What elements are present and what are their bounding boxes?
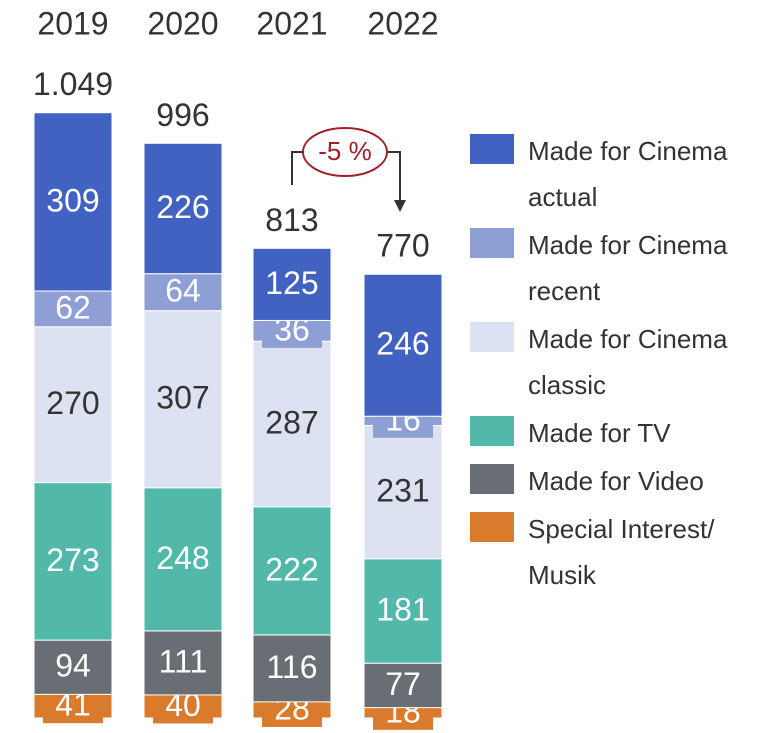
legend-item: Made for Cinema recent bbox=[470, 222, 770, 314]
value-label: 226 bbox=[156, 189, 209, 225]
legend-swatch bbox=[470, 228, 514, 258]
year-label: 2021 bbox=[256, 5, 327, 41]
value-label: 181 bbox=[376, 591, 429, 627]
value-label: 111 bbox=[159, 643, 208, 679]
value-label: 222 bbox=[265, 551, 318, 587]
value-label: 287 bbox=[265, 404, 318, 440]
legend-swatch bbox=[470, 134, 514, 164]
value-label: 94 bbox=[55, 648, 91, 684]
bar-segment bbox=[33, 112, 113, 292]
bar-segment bbox=[363, 662, 443, 709]
bar-segment bbox=[33, 639, 113, 695]
legend-item: Made for Video bbox=[470, 458, 770, 504]
year-label: 2019 bbox=[37, 5, 108, 41]
value-label: 248 bbox=[156, 540, 209, 576]
bar-segment bbox=[33, 482, 113, 641]
bar-segment bbox=[143, 310, 223, 489]
bar-segment bbox=[252, 506, 332, 636]
legend-swatch bbox=[470, 464, 514, 494]
total-label: 813 bbox=[265, 202, 318, 238]
label-box bbox=[43, 291, 103, 326]
annotation: -5 % bbox=[318, 136, 371, 166]
legend-item: Made for Cinema actual bbox=[470, 128, 770, 220]
value-label: 307 bbox=[156, 380, 209, 416]
value-label: 309 bbox=[46, 182, 99, 218]
value-label: 64 bbox=[165, 273, 201, 309]
bar-segment bbox=[33, 326, 113, 484]
bar-segment bbox=[363, 424, 443, 560]
total-label: 996 bbox=[156, 97, 209, 133]
bar-segment bbox=[143, 487, 223, 632]
legend-label: Made for Cinema classic bbox=[528, 324, 728, 400]
legend-item: Made for TV bbox=[470, 410, 770, 456]
value-label: 270 bbox=[46, 385, 99, 421]
legend-label: Special Interest/ Musik bbox=[528, 514, 715, 590]
bar-segment bbox=[252, 634, 332, 703]
value-label: 273 bbox=[46, 542, 99, 578]
legend-label: Made for Video bbox=[528, 466, 704, 496]
value-label: 246 bbox=[376, 326, 429, 362]
bar-segment bbox=[143, 142, 223, 275]
total-label: 770 bbox=[376, 228, 429, 264]
year-label: 2020 bbox=[147, 5, 218, 41]
legend: Made for Cinema actual Made for Cinema re… bbox=[470, 128, 770, 600]
bar-segment bbox=[252, 340, 332, 508]
change-arrow bbox=[291, 151, 401, 205]
total-label: 1.049 bbox=[33, 66, 113, 102]
value-label: 125 bbox=[265, 265, 318, 301]
legend-item: Made for Cinema classic bbox=[470, 316, 770, 408]
value-label: 116 bbox=[266, 649, 317, 685]
legend-swatch bbox=[470, 322, 514, 352]
bar-segment bbox=[252, 247, 332, 321]
value-label: 62 bbox=[55, 289, 91, 325]
bar-segment bbox=[363, 273, 443, 417]
legend-item: Special Interest/ Musik bbox=[470, 506, 770, 598]
annotation-ellipse bbox=[302, 127, 388, 177]
legend-label: Made for Cinema recent bbox=[528, 230, 728, 306]
bar-segment bbox=[143, 630, 223, 696]
arrow-head bbox=[394, 200, 406, 212]
bar-segment bbox=[363, 558, 443, 664]
year-label: 2022 bbox=[367, 5, 438, 41]
legend-swatch bbox=[470, 512, 514, 542]
value-label: 231 bbox=[376, 473, 429, 509]
value-label: 77 bbox=[385, 666, 421, 702]
legend-swatch bbox=[470, 416, 514, 446]
label-box bbox=[153, 275, 213, 310]
legend-label: Made for Cinema actual bbox=[528, 136, 728, 212]
legend-label: Made for TV bbox=[528, 418, 671, 448]
